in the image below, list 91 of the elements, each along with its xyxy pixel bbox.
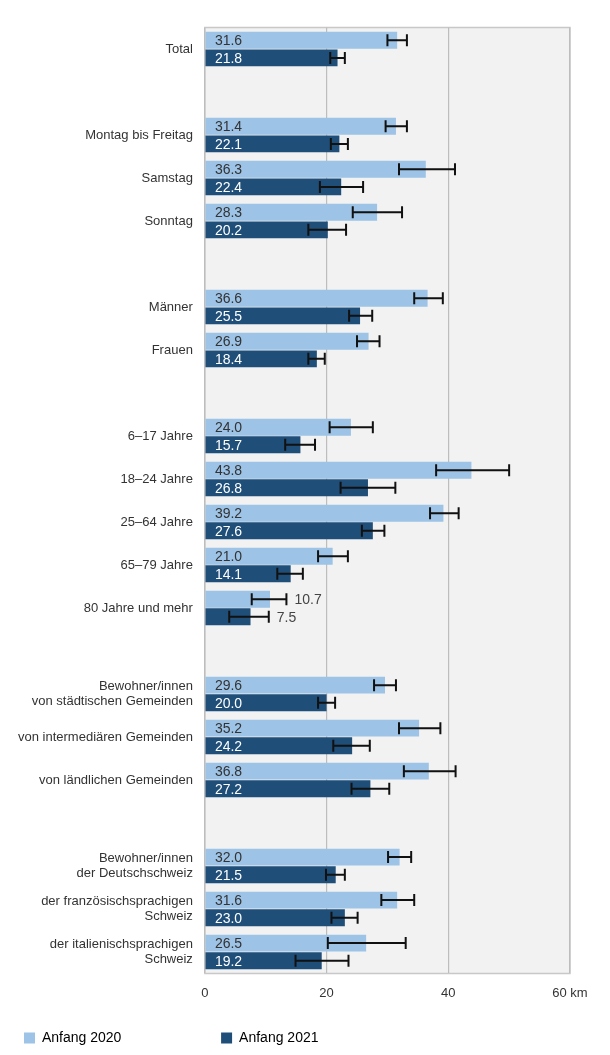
data-label: 26.8 bbox=[214, 479, 243, 496]
data-label: 36.8 bbox=[214, 762, 243, 779]
data-label: 21.8 bbox=[214, 49, 243, 66]
data-label: 36.6 bbox=[214, 290, 243, 307]
bar bbox=[205, 952, 322, 970]
data-label: 22.4 bbox=[214, 178, 243, 195]
data-label: 25.5 bbox=[214, 307, 243, 324]
y-tick-label: Montag bis Freitag bbox=[85, 126, 193, 142]
y-tick-label: 18–24 Jahre bbox=[120, 470, 193, 486]
data-label: 21.5 bbox=[214, 866, 243, 883]
data-label: 29.6 bbox=[214, 677, 243, 694]
bar bbox=[205, 504, 444, 522]
data-label: 31.4 bbox=[214, 118, 243, 135]
bar bbox=[205, 565, 291, 583]
data-label: 32.0 bbox=[214, 848, 243, 865]
x-tick-label: 60 km bbox=[552, 984, 588, 1000]
data-label: 35.2 bbox=[214, 720, 243, 736]
data-label: 21.0 bbox=[214, 548, 243, 565]
bar bbox=[205, 221, 328, 239]
data-label: 20.0 bbox=[214, 694, 243, 711]
bar bbox=[205, 479, 368, 497]
y-tick-label: von intermediären Gemeinden bbox=[17, 728, 193, 744]
legend-label: Anfang 2021 bbox=[239, 1028, 401, 1045]
x-tick-label: 40 bbox=[441, 984, 456, 1000]
x-tick-label: 20 bbox=[319, 984, 334, 1000]
data-label: 14.1 bbox=[214, 565, 243, 582]
data-label: 43.8 bbox=[214, 462, 243, 479]
y-tick-label: der französischsprachigen Schweiz bbox=[41, 892, 193, 924]
y-tick-label: 80 Jahre und mehr bbox=[83, 599, 194, 615]
bar bbox=[205, 719, 420, 737]
bar bbox=[205, 332, 369, 350]
y-tick-label: Bewohner/innen der Deutschschweiz bbox=[76, 849, 193, 881]
bar bbox=[205, 350, 317, 368]
bar bbox=[205, 780, 371, 798]
bar bbox=[205, 522, 373, 540]
legend-label: Anfang 2020 bbox=[42, 1028, 204, 1045]
bar bbox=[205, 676, 386, 694]
y-tick-label: Total bbox=[165, 40, 193, 56]
bar bbox=[205, 31, 398, 49]
data-label: 24.2 bbox=[214, 737, 243, 754]
data-label: 18.4 bbox=[214, 350, 243, 367]
data-label: 27.2 bbox=[214, 780, 243, 797]
y-tick-label: 65–79 Jahre bbox=[120, 556, 193, 572]
y-tick-label: Samstag bbox=[141, 169, 193, 185]
y-tick-label: von ländlichen Gemeinden bbox=[38, 771, 193, 787]
bar bbox=[205, 418, 351, 436]
data-label: 15.7 bbox=[214, 436, 243, 453]
y-tick-label: 25–64 Jahre bbox=[120, 513, 193, 529]
data-label: 7.5 bbox=[276, 608, 297, 625]
data-label: 31.6 bbox=[214, 32, 243, 49]
x-tick-label: 0 bbox=[201, 984, 209, 1000]
bar bbox=[205, 461, 472, 479]
bar bbox=[205, 289, 428, 307]
bar bbox=[205, 737, 353, 755]
y-tick-label: der italienischsprachigen Schweiz bbox=[49, 935, 193, 967]
bar bbox=[205, 608, 251, 626]
bar bbox=[205, 436, 301, 454]
bar bbox=[205, 934, 367, 952]
data-label: 31.6 bbox=[214, 891, 243, 908]
y-tick-label: Frauen bbox=[151, 341, 193, 357]
bar bbox=[205, 117, 396, 135]
bar bbox=[205, 590, 270, 608]
bar bbox=[205, 848, 400, 866]
bar bbox=[205, 866, 336, 884]
data-label: 20.2 bbox=[214, 221, 243, 238]
data-label: 26.9 bbox=[214, 333, 243, 350]
y-tick-label: Sonntag bbox=[144, 212, 193, 228]
data-label: 27.6 bbox=[214, 522, 243, 539]
bar bbox=[205, 160, 426, 178]
data-label: 23.0 bbox=[214, 909, 243, 926]
bar bbox=[205, 891, 398, 909]
bar bbox=[205, 762, 429, 780]
bar bbox=[205, 203, 378, 221]
bar bbox=[205, 49, 338, 67]
data-label: 36.3 bbox=[214, 161, 243, 178]
y-tick-label: Bewohner/innen von städtischen Gemeinden bbox=[31, 677, 193, 709]
bar bbox=[205, 694, 327, 712]
bar bbox=[205, 547, 333, 565]
bar bbox=[205, 307, 361, 325]
data-label: 28.3 bbox=[214, 204, 243, 221]
bar bbox=[205, 135, 340, 153]
data-label: 10.7 bbox=[294, 591, 322, 608]
data-label: 22.1 bbox=[214, 135, 243, 152]
y-tick-label: Männer bbox=[148, 298, 194, 314]
data-label: 19.2 bbox=[214, 952, 243, 969]
bar bbox=[205, 909, 345, 927]
bar bbox=[205, 178, 342, 196]
data-label: 39.2 bbox=[214, 505, 243, 522]
y-tick-label: 6–17 Jahre bbox=[127, 427, 193, 443]
data-label: 24.0 bbox=[214, 419, 243, 436]
data-label: 26.5 bbox=[214, 934, 243, 951]
